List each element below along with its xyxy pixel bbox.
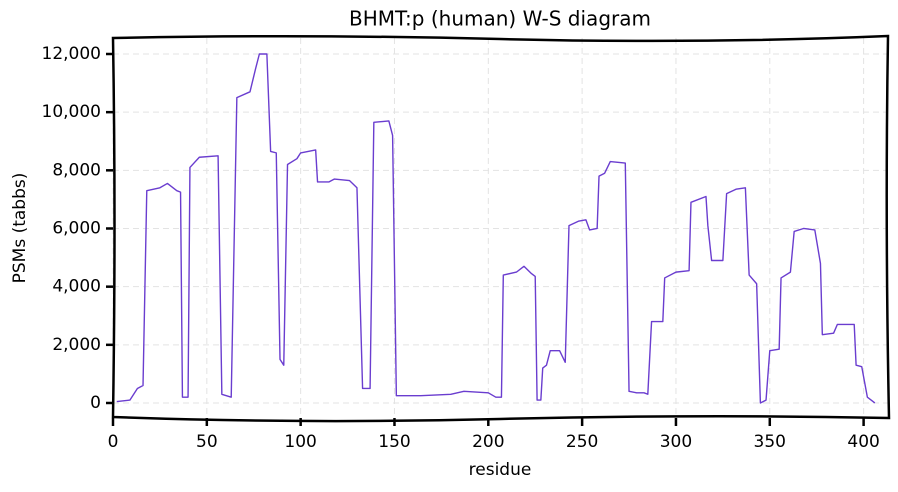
x-axis-label: residue: [469, 460, 532, 480]
y-tick-label: 6,000: [52, 218, 101, 238]
x-tick-label: 350: [754, 432, 786, 452]
y-tick-label: 10,000: [42, 102, 101, 122]
plot-frame: [111, 34, 891, 423]
x-tick-label: 0: [108, 432, 119, 452]
y-tick-label: 4,000: [52, 277, 101, 297]
x-tick-label: 150: [378, 432, 410, 452]
x-tick-label: 400: [847, 432, 879, 452]
y-tick-label: 2,000: [52, 335, 101, 355]
y-axis-label: PSMs (tabbs): [10, 173, 30, 284]
x-tick-label: 100: [284, 432, 316, 452]
x-tick-label: 200: [472, 432, 504, 452]
y-tick-label: 0: [90, 393, 101, 413]
data-line: [116, 53, 876, 404]
grid: [112, 38, 888, 418]
x-tick-label: 50: [196, 432, 218, 452]
y-tick-label: 8,000: [52, 160, 101, 180]
x-tick-label: 250: [566, 432, 598, 452]
y-tick-label: 12,000: [42, 44, 101, 64]
chart-title: BHMT:p (human) W-S diagram: [349, 7, 651, 31]
x-tick-label: 300: [660, 432, 692, 452]
